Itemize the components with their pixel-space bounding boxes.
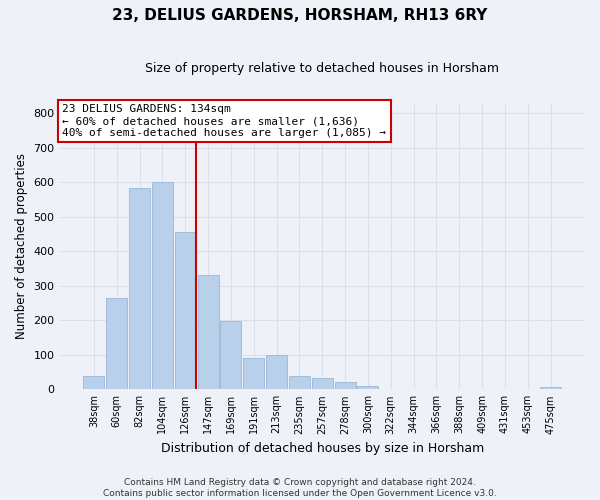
Bar (220, 322, 241, 390)
Text: Contains HM Land Registry data © Crown copyright and database right 2024.
Contai: Contains HM Land Registry data © Crown c… (103, 478, 497, 498)
Bar (197, 275, 218, 390)
Bar (335, 382, 356, 390)
Text: 23, DELIUS GARDENS, HORSHAM, RH13 6RY: 23, DELIUS GARDENS, HORSHAM, RH13 6RY (112, 8, 488, 22)
Bar (175, 232, 196, 390)
Y-axis label: Number of detached properties: Number of detached properties (15, 153, 28, 339)
Bar (266, 355, 287, 390)
Text: 23 DELIUS GARDENS: 134sqm
← 60% of detached houses are smaller (1,636)
40% of se: 23 DELIUS GARDENS: 134sqm ← 60% of detac… (62, 104, 386, 138)
X-axis label: Distribution of detached houses by size in Horsham: Distribution of detached houses by size … (161, 442, 484, 455)
Bar (83, 376, 104, 390)
Bar (540, 386, 561, 390)
Bar (312, 378, 333, 390)
Bar (152, 182, 173, 390)
Bar (358, 386, 379, 390)
Bar (129, 188, 150, 390)
Bar (289, 376, 310, 390)
Title: Size of property relative to detached houses in Horsham: Size of property relative to detached ho… (145, 62, 499, 76)
Bar (106, 298, 127, 390)
Bar (243, 358, 264, 390)
